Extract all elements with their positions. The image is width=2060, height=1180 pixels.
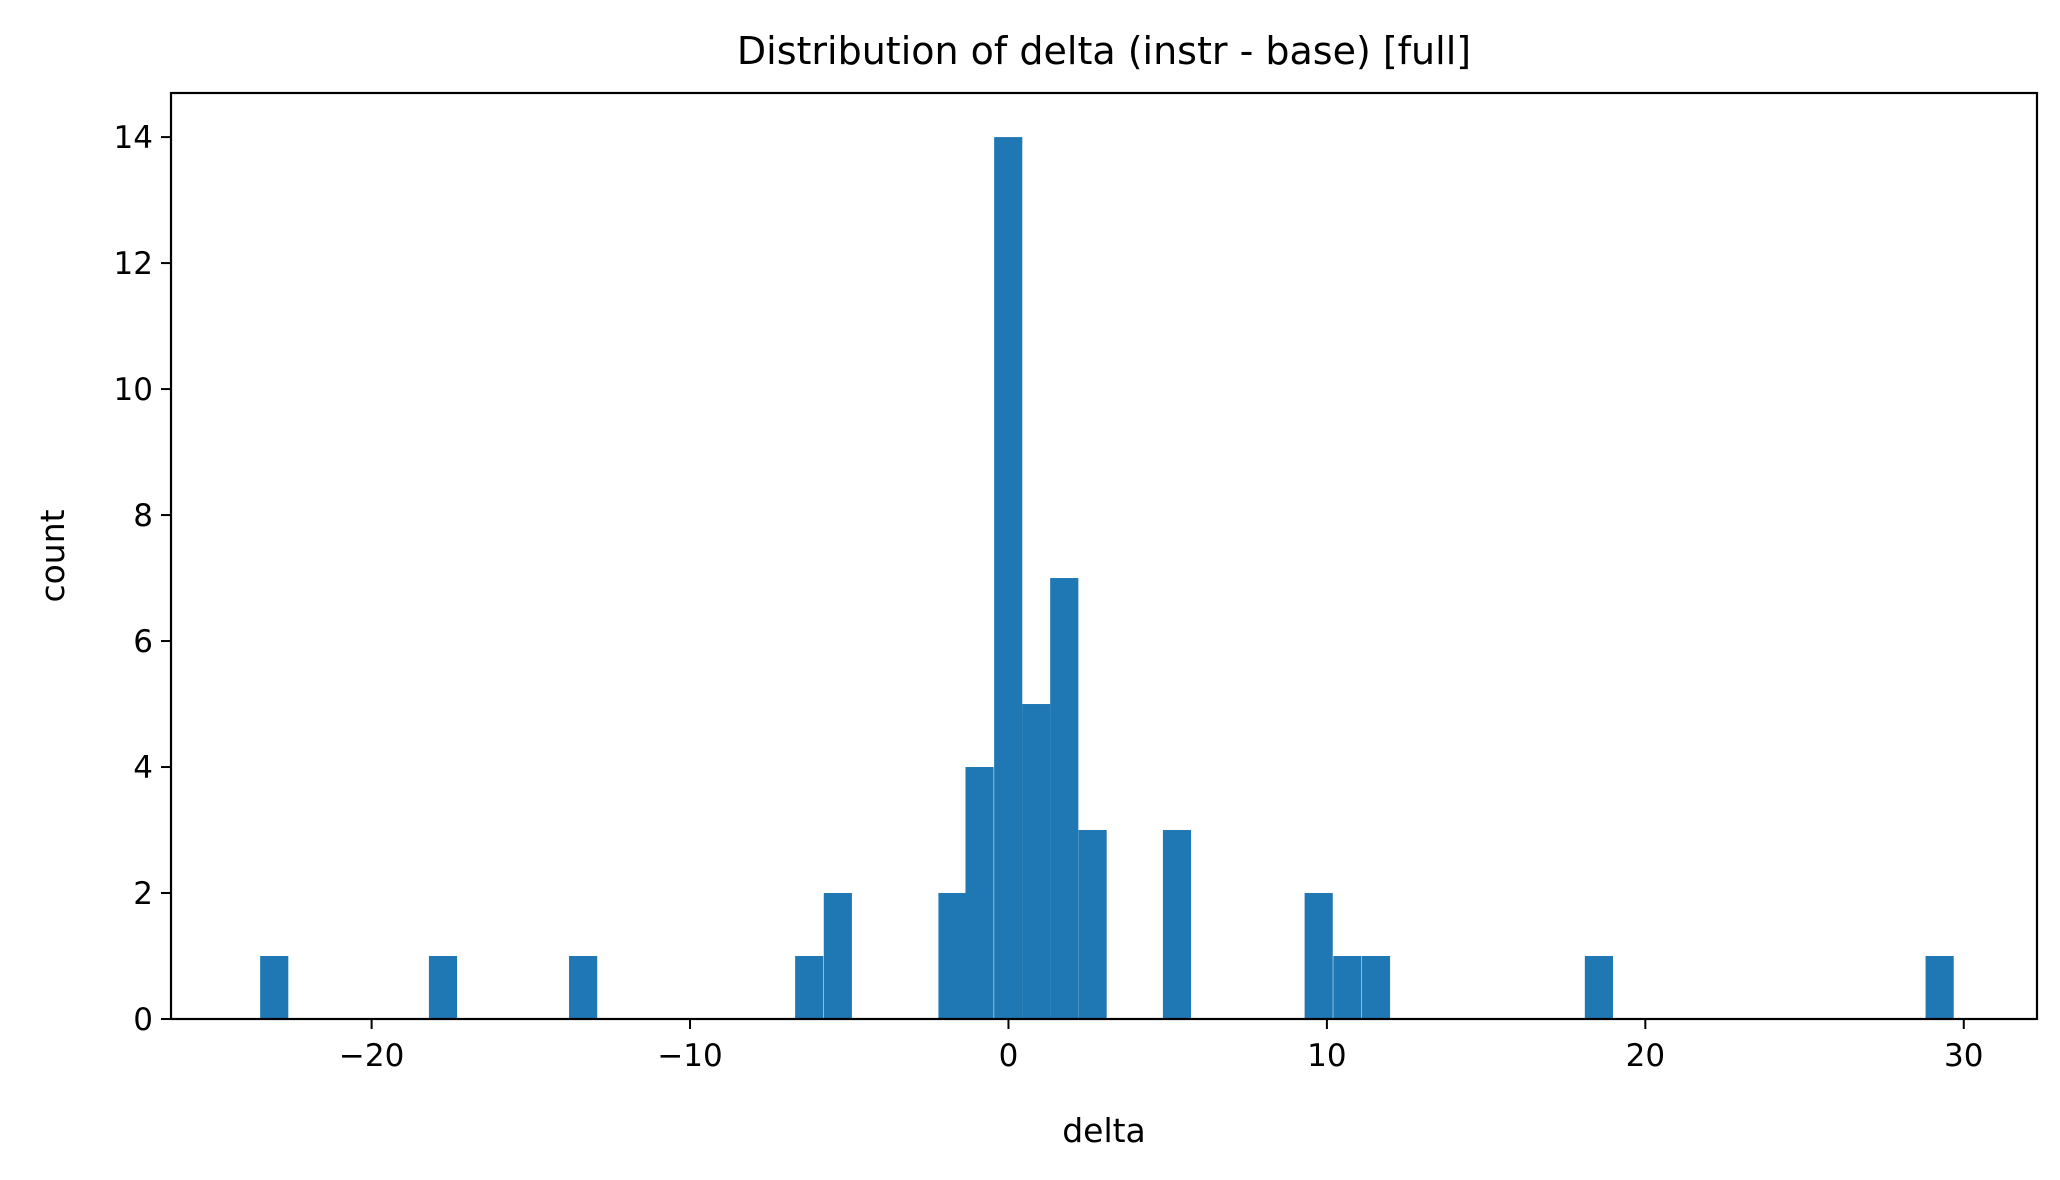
y-tick-label: 10 <box>114 372 153 408</box>
histogram-bar-12 <box>1304 893 1333 1019</box>
histogram-bar-8 <box>1022 704 1051 1019</box>
chart-title: Distribution of delta (instr - base) [fu… <box>737 29 1471 73</box>
histogram-bar-10 <box>1078 830 1107 1019</box>
x-tick-label: −20 <box>339 1038 404 1074</box>
histogram-bar-13 <box>1333 956 1362 1019</box>
y-tick-label: 6 <box>133 624 153 660</box>
x-tick-label: −10 <box>657 1038 722 1074</box>
x-axis-label: delta <box>1062 1111 1146 1150</box>
plot-frame <box>169 91 2039 1021</box>
histogram-bars <box>260 137 1954 1020</box>
y-tick-label: 4 <box>133 750 153 786</box>
x-tick-label: 20 <box>1626 1038 1665 1074</box>
histogram-bar-15 <box>1584 956 1613 1019</box>
x-tick-label: 10 <box>1307 1038 1346 1074</box>
y-tick-label: 0 <box>133 1002 153 1038</box>
y-axis-label: count <box>33 509 72 602</box>
histogram-bar-7 <box>994 137 1023 1020</box>
y-tick-label: 8 <box>133 498 153 534</box>
y-tick-label: 14 <box>114 120 153 156</box>
histogram-bar-5 <box>938 893 967 1019</box>
histogram-bar-0 <box>260 956 289 1019</box>
histogram-bar-4 <box>823 893 852 1019</box>
histogram-bar-3 <box>795 956 824 1019</box>
histogram-bar-11 <box>1162 830 1192 1019</box>
histogram-bar-2 <box>569 956 598 1019</box>
histogram-bar-6 <box>965 767 994 1019</box>
x-tick-label: 30 <box>1944 1038 1983 1074</box>
y-tick-label: 2 <box>133 876 153 912</box>
histogram-bar-9 <box>1050 578 1079 1019</box>
y-tick-label: 12 <box>114 246 153 282</box>
histogram-bar-1 <box>428 956 458 1019</box>
x-tick-label: 0 <box>999 1038 1019 1074</box>
histogram-bar-16 <box>1925 956 1954 1019</box>
histogram-bar-14 <box>1361 956 1391 1019</box>
y-axis-ticks: 0 2 4 6 8 10 12 14 <box>114 120 171 1038</box>
x-axis-ticks: −20 −10 0 10 20 30 <box>339 1019 1983 1074</box>
